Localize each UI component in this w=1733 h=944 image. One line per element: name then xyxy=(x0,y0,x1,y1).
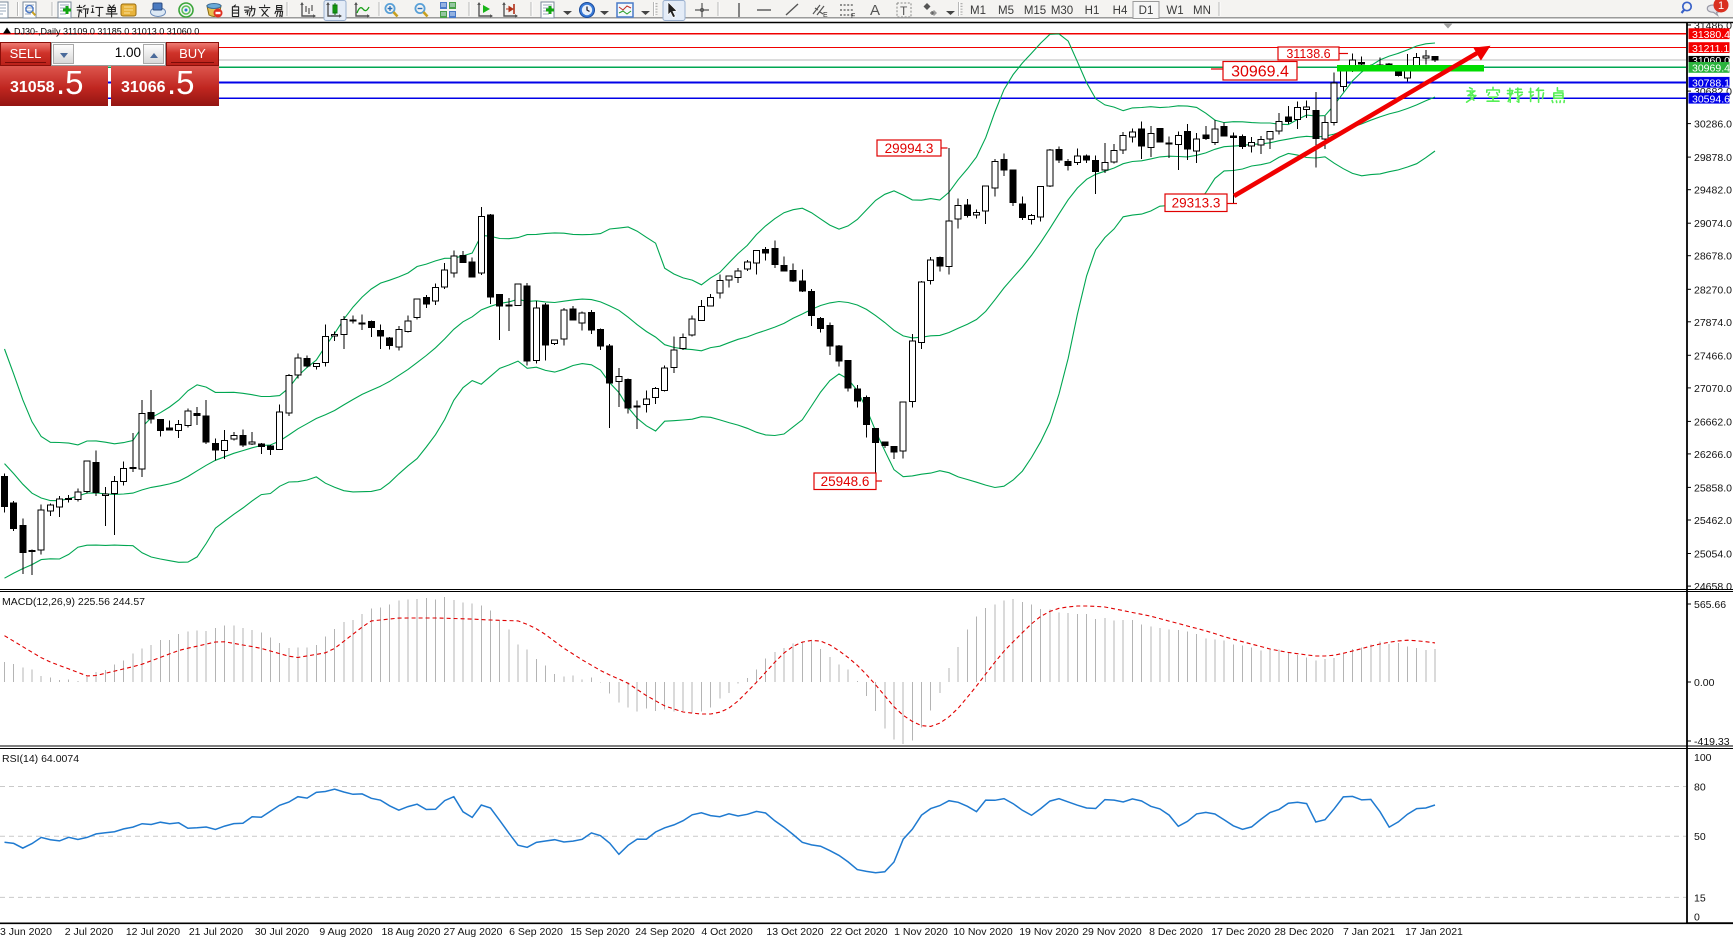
svg-text:30969.4: 30969.4 xyxy=(1231,64,1289,81)
svg-text:15: 15 xyxy=(1694,892,1706,904)
svg-text:26662.0: 26662.0 xyxy=(1694,416,1732,428)
svg-text:9 Aug 2020: 9 Aug 2020 xyxy=(319,926,372,938)
svg-text:25948.6: 25948.6 xyxy=(821,474,870,489)
svg-text:31380.4: 31380.4 xyxy=(1692,29,1730,41)
svg-text:100: 100 xyxy=(1694,752,1712,764)
svg-text:29878.0: 29878.0 xyxy=(1694,152,1732,164)
svg-text:D1: D1 xyxy=(1139,5,1154,17)
svg-text:29 Nov 2020: 29 Nov 2020 xyxy=(1082,926,1142,938)
svg-text:26266.0: 26266.0 xyxy=(1694,449,1732,461)
svg-text:29074.0: 29074.0 xyxy=(1694,218,1732,230)
svg-text:-419.33: -419.33 xyxy=(1694,736,1730,748)
svg-text:0.00: 0.00 xyxy=(1694,677,1715,689)
svg-text:565.66: 565.66 xyxy=(1694,599,1726,611)
svg-text:29482.0: 29482.0 xyxy=(1694,185,1732,197)
svg-text:W1: W1 xyxy=(1166,5,1183,17)
svg-text:DJ30-,Daily 31109.0 31185.0 3: DJ30-,Daily 31109.0 31185.0 31013.0 3106… xyxy=(14,27,199,37)
svg-text:1 Nov 2020: 1 Nov 2020 xyxy=(894,926,948,938)
svg-text:25054.0: 25054.0 xyxy=(1694,549,1732,561)
svg-text:30 Jul 2020: 30 Jul 2020 xyxy=(255,926,309,938)
svg-text:80: 80 xyxy=(1694,782,1706,794)
svg-text:M5: M5 xyxy=(998,5,1014,17)
svg-text:24658.0: 24658.0 xyxy=(1694,581,1732,593)
svg-text:2 Jul 2020: 2 Jul 2020 xyxy=(65,926,114,938)
svg-text:27070.0: 27070.0 xyxy=(1694,383,1732,395)
svg-text:MN: MN xyxy=(1193,5,1211,17)
svg-text:19 Nov 2020: 19 Nov 2020 xyxy=(1019,926,1079,938)
svg-text:28678.0: 28678.0 xyxy=(1694,251,1732,263)
svg-text:M1: M1 xyxy=(970,5,986,17)
svg-text:27 Aug 2020: 27 Aug 2020 xyxy=(444,926,503,938)
svg-text:31211.1: 31211.1 xyxy=(1692,43,1729,55)
svg-text:H4: H4 xyxy=(1113,5,1128,17)
svg-text:A: A xyxy=(870,2,880,19)
svg-text:17 Jan 2021: 17 Jan 2021 xyxy=(1405,926,1463,938)
svg-text:1: 1 xyxy=(1718,0,1724,12)
svg-text:MACD(12,26,9) 225.56 244.57: MACD(12,26,9) 225.56 244.57 xyxy=(2,596,145,608)
svg-text:27874.0: 27874.0 xyxy=(1694,317,1732,329)
svg-text:28 Dec 2020: 28 Dec 2020 xyxy=(1274,926,1334,938)
svg-text:21 Jul 2020: 21 Jul 2020 xyxy=(189,926,243,938)
svg-text:17 Dec 2020: 17 Dec 2020 xyxy=(1211,926,1271,938)
svg-text:25858.0: 25858.0 xyxy=(1694,482,1732,494)
svg-text:4 Oct 2020: 4 Oct 2020 xyxy=(701,926,753,938)
svg-text:22 Oct 2020: 22 Oct 2020 xyxy=(830,926,887,938)
svg-text:29313.3: 29313.3 xyxy=(1172,196,1221,211)
svg-text:10 Nov 2020: 10 Nov 2020 xyxy=(953,926,1013,938)
svg-text:F: F xyxy=(851,13,855,20)
svg-text:24 Sep 2020: 24 Sep 2020 xyxy=(635,926,695,938)
svg-text:30969.4: 30969.4 xyxy=(1692,63,1730,75)
svg-text:30788.1: 30788.1 xyxy=(1692,78,1730,90)
svg-text:H1: H1 xyxy=(1085,5,1100,17)
svg-text:E: E xyxy=(823,12,828,19)
svg-text:25462.0: 25462.0 xyxy=(1694,515,1732,527)
svg-text:3 Jun 2020: 3 Jun 2020 xyxy=(0,926,52,938)
svg-text:0: 0 xyxy=(1694,911,1700,923)
svg-text:8 Dec 2020: 8 Dec 2020 xyxy=(1149,926,1203,938)
svg-text:T: T xyxy=(900,4,908,18)
svg-text:6 Sep 2020: 6 Sep 2020 xyxy=(509,926,563,938)
svg-text:31138.6: 31138.6 xyxy=(1286,47,1330,61)
svg-text:15 Sep 2020: 15 Sep 2020 xyxy=(570,926,630,938)
svg-text:50: 50 xyxy=(1694,831,1706,843)
svg-text:12 Jul 2020: 12 Jul 2020 xyxy=(126,926,180,938)
svg-text:M30: M30 xyxy=(1051,5,1073,17)
svg-text:M15: M15 xyxy=(1024,5,1046,17)
svg-text:30286.0: 30286.0 xyxy=(1694,119,1732,131)
svg-text:7 Jan 2021: 7 Jan 2021 xyxy=(1343,926,1395,938)
svg-text:29994.3: 29994.3 xyxy=(885,141,934,156)
svg-text:13 Oct 2020: 13 Oct 2020 xyxy=(766,926,823,938)
svg-text:28270.0: 28270.0 xyxy=(1694,284,1732,296)
svg-text:18 Aug 2020: 18 Aug 2020 xyxy=(382,926,441,938)
svg-text:27466.0: 27466.0 xyxy=(1694,350,1732,362)
svg-text:30594.6: 30594.6 xyxy=(1692,93,1730,105)
svg-text:RSI(14) 64.0074: RSI(14) 64.0074 xyxy=(2,753,79,765)
